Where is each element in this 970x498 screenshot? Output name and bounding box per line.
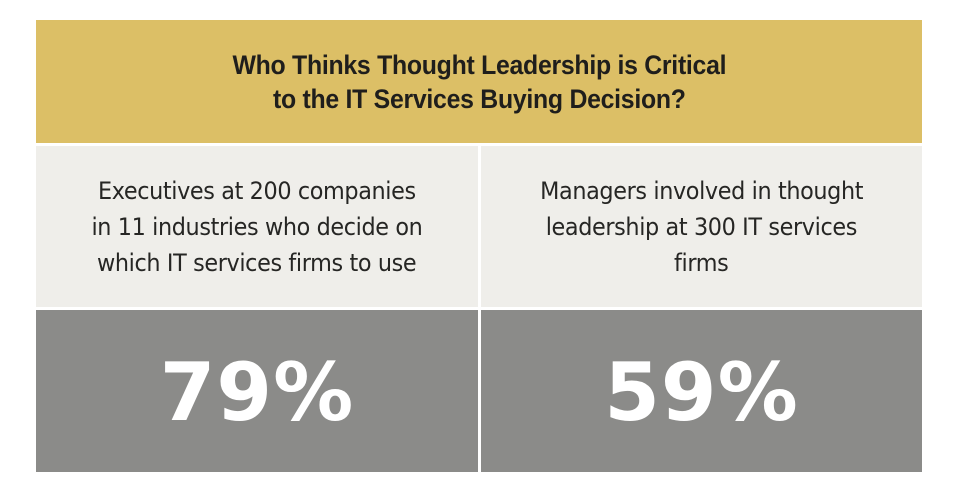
executives-description-line-3: which IT services firms to use (97, 248, 417, 277)
managers-description-line-3: firms (674, 248, 729, 277)
title-line-2: to the IT Services Buying Decision? (272, 83, 686, 114)
managers-description-cell: Managers involved in thought leadership … (481, 146, 922, 307)
executives-description-line-2: in 11 industries who decide on (91, 212, 423, 241)
executives-description-line-1: Executives at 200 companies (98, 176, 416, 205)
managers-description-line-1: Managers involved in thought (540, 176, 863, 205)
executives-stat-cell: 79% (36, 310, 478, 472)
managers-stat-cell: 59% (481, 310, 922, 472)
managers-description-line-2: leadership at 300 IT services (545, 212, 858, 241)
executives-description-cell: Executives at 200 companies in 11 indust… (36, 146, 478, 307)
executives-percentage: 79% (159, 345, 355, 439)
title-line-1: Who Thinks Thought Leadership is Critica… (232, 49, 726, 80)
title-banner: Who Thinks Thought Leadership is Critica… (36, 20, 922, 143)
managers-percentage: 59% (604, 345, 799, 439)
